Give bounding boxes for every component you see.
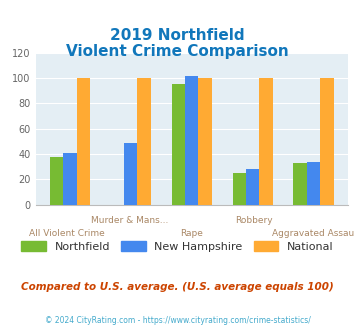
Text: 2019 Northfield: 2019 Northfield [110,28,245,43]
Text: Robbery: Robbery [235,216,273,225]
Text: Aggravated Assault: Aggravated Assault [272,229,355,238]
Bar [77,78,90,205]
Text: Murder & Mans...: Murder & Mans... [91,216,168,225]
Bar [320,78,334,205]
Bar [246,169,260,205]
Text: Compared to U.S. average. (U.S. average equals 100): Compared to U.S. average. (U.S. average … [21,282,334,292]
Text: © 2024 CityRating.com - https://www.cityrating.com/crime-statistics/: © 2024 CityRating.com - https://www.city… [45,316,310,325]
Text: Violent Crime Comparison: Violent Crime Comparison [66,45,289,59]
Bar [50,156,63,205]
Bar [294,163,307,205]
Text: Rape: Rape [180,229,203,238]
Bar [137,78,151,205]
Bar [260,78,273,205]
Bar [124,143,137,205]
Bar [198,78,212,205]
Bar [185,76,198,205]
Legend: Northfield, New Hampshire, National: Northfield, New Hampshire, National [17,237,338,256]
Bar [63,153,77,205]
Bar [233,173,246,205]
Text: All Violent Crime: All Violent Crime [29,229,105,238]
Bar [171,84,185,205]
Bar [307,162,320,205]
